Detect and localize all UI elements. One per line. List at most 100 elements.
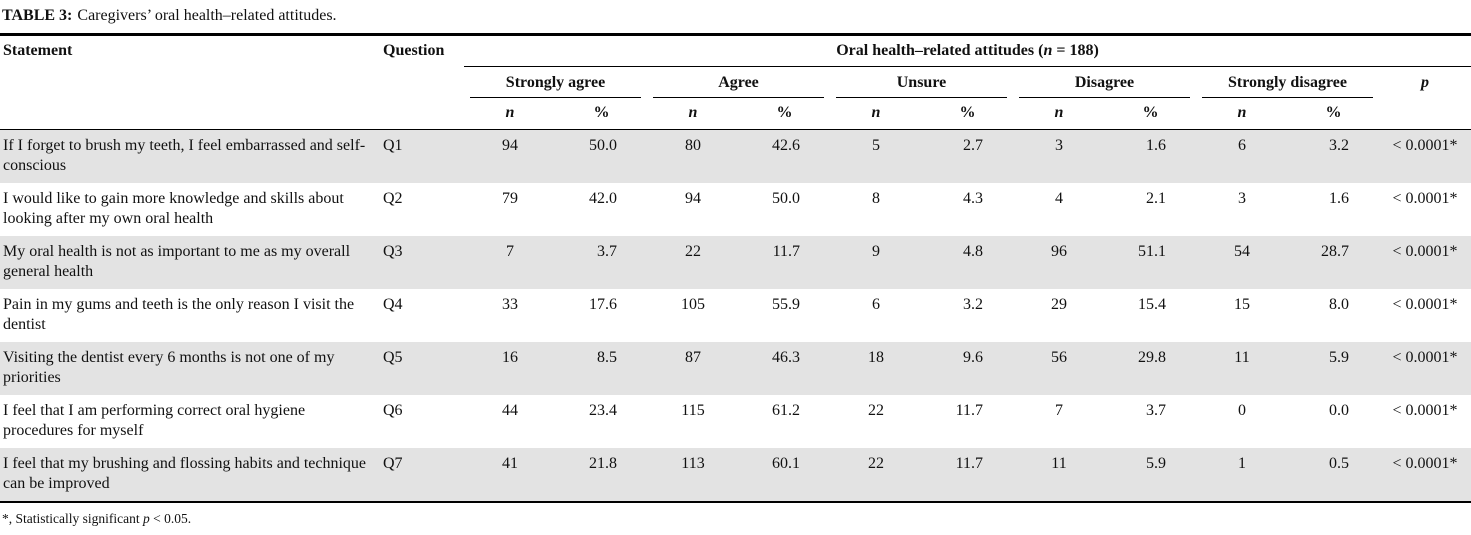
- subcol-n-unsure: n: [830, 98, 922, 130]
- percent-cell: 8.0: [1329, 296, 1349, 313]
- footnote-suffix: < 0.05.: [149, 511, 192, 526]
- n-symbol: n: [505, 104, 515, 121]
- count-cell: 4: [1055, 190, 1063, 207]
- count-cell: 80: [685, 137, 701, 154]
- statement-cell: Visiting the dentist every 6 months is n…: [3, 349, 335, 386]
- percent-cell: 23.4: [589, 402, 617, 419]
- count-cell: 94: [685, 190, 701, 207]
- table-caption-text: Caregivers’ oral health–related attitude…: [77, 7, 337, 24]
- percent-cell: 42.0: [589, 190, 617, 207]
- p-value-cell: < 0.0001*: [1392, 455, 1458, 472]
- percent-cell: 2.1: [1146, 190, 1166, 207]
- attitudes-group-suffix: = 188): [1052, 42, 1099, 59]
- question-cell: Q3: [383, 243, 403, 260]
- percent-cell: 11.7: [955, 455, 983, 472]
- percent-cell: 5.9: [1329, 349, 1349, 366]
- count-cell: 22: [868, 402, 884, 419]
- percent-cell: 3.2: [963, 296, 983, 313]
- count-cell: 113: [681, 455, 705, 472]
- statement-cell: I feel that my brushing and flossing hab…: [3, 455, 367, 492]
- col-header-agree: Agree: [647, 67, 830, 98]
- table-caption: TABLE 3: Caregivers’ oral health–related …: [0, 5, 1471, 33]
- count-cell: 5: [872, 137, 880, 154]
- subcol-pct-strongly-agree: %: [556, 98, 647, 130]
- question-cell: Q2: [383, 190, 403, 207]
- header-row-subcolumns: n % n % n % n % n %: [0, 98, 1471, 130]
- percent-cell: 15.4: [1138, 296, 1166, 313]
- percent-cell: 1.6: [1329, 190, 1349, 207]
- col-header-p: p: [1379, 66, 1471, 130]
- table-row: Pain in my gums and teeth is the only re…: [0, 289, 1471, 342]
- percent-cell: 50.0: [589, 137, 617, 154]
- p-value-cell: < 0.0001*: [1392, 137, 1458, 154]
- unsure-label: Unsure: [836, 73, 1007, 98]
- count-cell: 41: [502, 455, 518, 472]
- count-cell: 3: [1055, 137, 1063, 154]
- count-cell: 54: [1234, 243, 1250, 260]
- count-cell: 7: [1055, 402, 1063, 419]
- table-row: I would like to gain more knowledge and …: [0, 183, 1471, 236]
- footnote-p-symbol: p: [142, 511, 150, 526]
- n-symbol: n: [871, 104, 881, 121]
- percent-cell: 8.5: [597, 349, 617, 366]
- percent-symbol: %: [1325, 104, 1342, 121]
- col-header-strongly-agree: Strongly agree: [464, 67, 647, 98]
- percent-cell: 11.7: [955, 402, 983, 419]
- count-cell: 56: [1051, 349, 1067, 366]
- n-symbol: n: [1054, 104, 1064, 121]
- percent-symbol: %: [593, 104, 610, 121]
- percent-symbol: %: [776, 104, 793, 121]
- question-cell: Q5: [383, 349, 403, 366]
- attitudes-group-n-symbol: n: [1043, 42, 1053, 59]
- count-cell: 105: [681, 296, 705, 313]
- p-value-cell: < 0.0001*: [1392, 190, 1458, 207]
- count-cell: 33: [502, 296, 518, 313]
- count-cell: 115: [681, 402, 705, 419]
- table-header: Statement Question Oral health–related a…: [0, 34, 1471, 130]
- count-cell: 6: [872, 296, 880, 313]
- table-row: If I forget to brush my teeth, I feel em…: [0, 129, 1471, 183]
- percent-cell: 5.9: [1146, 455, 1166, 472]
- count-cell: 7: [506, 243, 514, 260]
- percent-cell: 17.6: [589, 296, 617, 313]
- p-value-cell: < 0.0001*: [1392, 402, 1458, 419]
- table-row: I feel that my brushing and flossing hab…: [0, 448, 1471, 502]
- statement-cell: I would like to gain more knowledge and …: [3, 190, 344, 227]
- percent-cell: 0.5: [1329, 455, 1349, 472]
- subcol-pct-unsure: %: [922, 98, 1013, 130]
- table-caption-label: TABLE 3:: [2, 7, 73, 24]
- count-cell: 16: [502, 349, 518, 366]
- percent-cell: 3.7: [597, 243, 617, 260]
- statement-cell: If I forget to brush my teeth, I feel em…: [3, 137, 366, 174]
- question-cell: Q7: [383, 455, 403, 472]
- table-footnote: *, Statistically significant p < 0.05.: [0, 503, 1471, 527]
- percent-cell: 2.7: [963, 137, 983, 154]
- count-cell: 15: [1234, 296, 1250, 313]
- percent-cell: 4.3: [963, 190, 983, 207]
- header-row-main: Statement Question Oral health–related a…: [0, 34, 1471, 130]
- percent-cell: 3.2: [1329, 137, 1349, 154]
- p-symbol: p: [1421, 74, 1429, 91]
- table-body: If I forget to brush my teeth, I feel em…: [0, 129, 1471, 502]
- count-cell: 18: [868, 349, 884, 366]
- count-cell: 22: [685, 243, 701, 260]
- percent-cell: 28.7: [1321, 243, 1349, 260]
- percent-symbol: %: [959, 104, 976, 121]
- percent-cell: 11.7: [772, 243, 800, 260]
- col-header-unsure: Unsure: [830, 67, 1013, 98]
- n-symbol: n: [1237, 104, 1247, 121]
- count-cell: 11: [1234, 349, 1250, 366]
- col-header-question: Question: [380, 34, 464, 130]
- p-value-cell: < 0.0001*: [1392, 296, 1458, 313]
- n-symbol: n: [688, 104, 698, 121]
- table-row: My oral health is not as important to me…: [0, 236, 1471, 289]
- percent-cell: 4.8: [963, 243, 983, 260]
- attitudes-table: Statement Question Oral health–related a…: [0, 33, 1471, 503]
- percent-cell: 51.1: [1138, 243, 1166, 260]
- question-cell: Q1: [383, 137, 403, 154]
- count-cell: 87: [685, 349, 701, 366]
- percent-symbol: %: [1142, 104, 1159, 121]
- question-cell: Q6: [383, 402, 403, 419]
- attitudes-group-prefix: Oral health–related attitudes (: [836, 42, 1044, 59]
- count-cell: 6: [1238, 137, 1246, 154]
